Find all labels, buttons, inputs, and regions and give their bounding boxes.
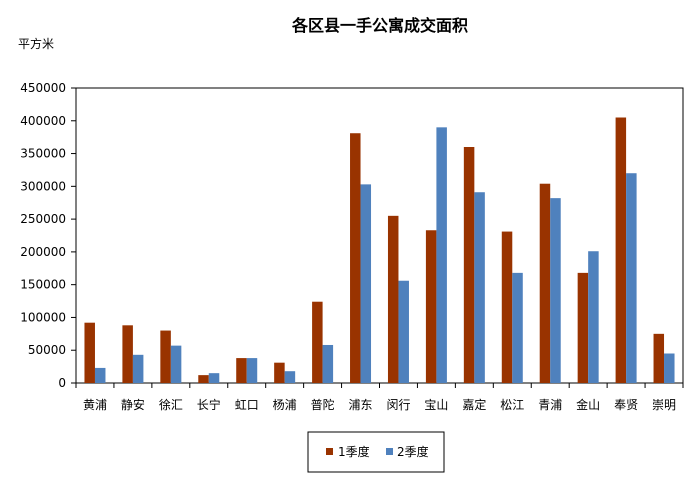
y-tick-label: 300000 (20, 179, 66, 193)
bar (626, 173, 637, 383)
bar (94, 367, 106, 383)
x-category-label: 普陀 (311, 397, 335, 412)
y-axis-unit-label: 平方米 (18, 36, 54, 51)
x-category-label: 嘉定 (462, 397, 486, 412)
bar (398, 280, 409, 383)
y-tick-label: 50000 (28, 343, 66, 357)
bar (236, 358, 247, 383)
bar (160, 330, 171, 383)
bar (539, 183, 551, 383)
legend-label: 1季度 (338, 444, 370, 459)
x-category-label: 青浦 (538, 398, 562, 412)
bar (360, 184, 372, 383)
x-category-label: 静安 (121, 397, 145, 412)
x-category-label: 崇明 (652, 398, 676, 412)
bar (463, 147, 475, 383)
bar (350, 133, 361, 383)
x-category-label: 浦东 (349, 398, 373, 412)
bar (132, 354, 144, 383)
y-tick-label: 100000 (20, 310, 66, 324)
y-tick-label: 350000 (20, 147, 66, 161)
bar (312, 301, 323, 383)
chart-title: 各区县一手公寓成交面积 (291, 16, 468, 35)
x-category-label: 杨浦 (273, 397, 297, 412)
x-category-label: 虹口 (235, 398, 259, 412)
legend: 1季度 2季度 (307, 431, 445, 473)
bar (198, 375, 209, 383)
plot-area: 0 50000 100000 150000 200000 250000 300000 3500… (20, 81, 684, 412)
legend-swatch (326, 448, 333, 455)
x-category-label: 奉贤 (614, 398, 638, 412)
bar (246, 358, 258, 383)
x-category-label: 长宁 (197, 397, 221, 412)
bar (284, 371, 296, 383)
bar (208, 373, 220, 383)
bar (170, 345, 182, 383)
bar (664, 353, 675, 383)
bar (425, 230, 437, 383)
y-tick-label: 150000 (20, 278, 66, 292)
bar (501, 231, 513, 383)
bar (577, 272, 589, 383)
x-category-label: 徐汇 (159, 397, 183, 412)
bar (84, 322, 95, 383)
bar (122, 325, 133, 383)
y-tick-label: 200000 (20, 245, 66, 259)
legend-swatch (386, 448, 393, 455)
y-tick-label: 0 (58, 376, 66, 390)
bar (615, 117, 627, 383)
x-category-label: 闵行 (386, 397, 410, 412)
x-category-label: 金山 (576, 397, 600, 412)
bar (512, 272, 523, 383)
bar (474, 192, 485, 383)
x-category-label: 松江 (500, 398, 524, 412)
bar (653, 333, 665, 383)
y-tick-label: 250000 (20, 212, 66, 226)
y-tick-label: 450000 (20, 81, 66, 95)
bar (550, 198, 561, 383)
bar (322, 344, 334, 383)
bar (436, 127, 447, 383)
bar (588, 251, 599, 383)
bar (274, 362, 285, 383)
y-tick-label: 400000 (20, 114, 66, 128)
legend-label: 2季度 (397, 444, 429, 459)
x-category-label: 宝山 (424, 398, 448, 412)
x-category-label: 黄浦 (83, 398, 107, 412)
bar (387, 215, 399, 383)
